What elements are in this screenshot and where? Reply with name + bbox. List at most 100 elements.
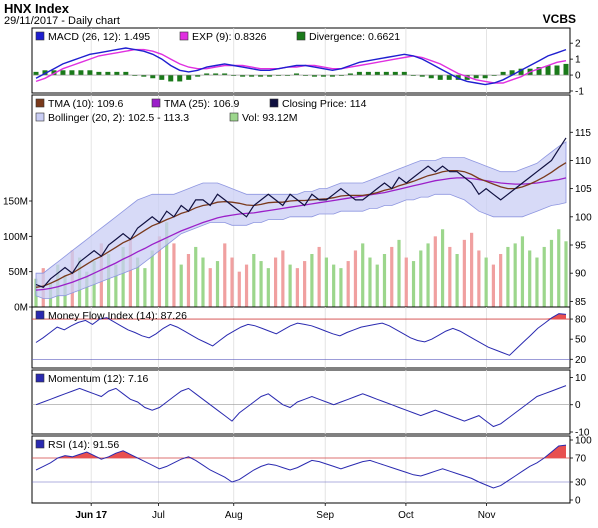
divergence-bar — [186, 75, 192, 80]
rsi-axis-tick-label: 70 — [575, 454, 587, 465]
divergence-bar — [60, 70, 66, 76]
divergence-bar — [150, 75, 156, 79]
divergence-bar — [204, 73, 210, 76]
price-axis-tick-label: 95 — [575, 241, 587, 252]
volume-bar — [375, 264, 379, 307]
volume-bar — [201, 257, 205, 307]
volume-bar — [440, 229, 445, 307]
volume-bar — [252, 254, 256, 307]
divergence-bar — [374, 71, 380, 76]
x-axis-label: Sep — [316, 510, 334, 521]
legend-divergence-label: Divergence: 0.6621 — [309, 31, 400, 43]
volume-bar — [433, 236, 437, 307]
divergence-bar — [258, 75, 264, 77]
divergence-bar — [500, 71, 506, 76]
volume-axis-label: 50M — [9, 267, 28, 278]
macd-axis-tick-label: 2 — [575, 39, 581, 50]
divergence-bar — [123, 71, 129, 76]
legend-mfi-label: Money Flow Index (14): 87.26 — [48, 310, 187, 322]
volume-bar — [339, 268, 343, 307]
volume-bar — [143, 268, 147, 307]
momentum-axis-tick-label: 10 — [575, 373, 587, 384]
legend-bollinger-swatch — [35, 112, 45, 122]
macd-axis-tick-label: 1 — [575, 55, 581, 66]
divergence-bar — [33, 71, 39, 76]
divergence-bar — [213, 73, 219, 76]
rsi-line — [35, 444, 567, 489]
divergence-bar — [249, 75, 255, 77]
volume-bar — [419, 250, 423, 307]
volume-bar — [382, 254, 387, 307]
volume-bar — [186, 254, 191, 307]
volume-bar — [477, 250, 481, 307]
macd-line — [35, 47, 567, 86]
mfi-axis-tick-label: 80 — [575, 315, 587, 326]
mfi-axis-tick-label: 50 — [575, 335, 587, 346]
divergence-bar — [105, 71, 111, 76]
price-axis-tick-label: 85 — [575, 297, 587, 308]
volume-bar — [223, 243, 227, 307]
x-axis-label: Jul — [152, 510, 165, 521]
volume-bar — [107, 254, 111, 307]
divergence-bar — [42, 70, 48, 76]
legend-rsi-swatch — [35, 439, 45, 449]
mfi-line — [35, 313, 567, 356]
divergence-bar — [446, 75, 452, 80]
volume-bar — [237, 271, 241, 307]
momentum-axis-tick-label: 0 — [575, 400, 581, 411]
volume-bar — [346, 261, 350, 307]
legend-macd-label: MACD (26, 12): 1.495 — [48, 31, 150, 43]
divergence-bar — [419, 75, 425, 77]
divergence-bar — [464, 75, 470, 80]
legend-macd-swatch — [35, 31, 45, 41]
divergence-bar — [329, 75, 335, 77]
volume-bar — [426, 243, 430, 307]
divergence-bar — [311, 75, 317, 77]
legend-momentum-swatch — [35, 373, 45, 383]
volume-bar — [136, 257, 140, 307]
momentum-axis-tick-label: -10 — [575, 428, 590, 439]
volume-bar — [484, 257, 488, 307]
divergence-bar — [563, 63, 569, 76]
volume-bar — [194, 246, 198, 307]
volume-bar — [128, 239, 132, 307]
divergence-bar — [509, 70, 515, 76]
volume-bar — [462, 239, 466, 307]
volume-bar — [172, 243, 176, 307]
divergence-bar — [231, 75, 237, 76]
legend-momentum-label: Momentum (12): 7.16 — [48, 373, 149, 385]
momentum-panel — [31, 369, 571, 435]
volume-bar — [368, 257, 372, 307]
volume-bar — [215, 261, 220, 307]
rsi-axis-tick-label: 100 — [575, 436, 592, 447]
divergence-bar — [482, 75, 488, 79]
volume-bar — [121, 246, 125, 307]
volume-bar — [165, 222, 169, 307]
legend-divergence-swatch — [296, 31, 306, 41]
volume-axis-label: 150M — [3, 197, 28, 208]
volume-bar — [506, 246, 510, 307]
volume-bar — [259, 261, 263, 307]
legend-mfi-swatch — [35, 310, 45, 320]
volume-axis-label: 100M — [3, 232, 28, 243]
divergence-bar — [285, 75, 291, 76]
volume-bar — [455, 254, 459, 307]
legend-exp-swatch — [179, 31, 189, 41]
legend-close-label: Closing Price: 114 — [282, 98, 367, 110]
divergence-bar — [518, 68, 524, 76]
divergence-bar — [356, 71, 362, 76]
divergence-bar — [132, 75, 138, 76]
mfi-axis-tick-label: 20 — [575, 355, 587, 366]
volume-bar — [273, 257, 278, 307]
volume-bar — [85, 271, 89, 307]
volume-bar — [528, 250, 532, 307]
divergence-bar — [365, 71, 371, 76]
volume-bar — [332, 264, 336, 307]
volume-axis-label: 0M — [14, 303, 28, 314]
legend-bollinger-label: Bollinger (20, 2): 102.5 - 113.3 — [48, 112, 189, 124]
price-axis-tick-label: 90 — [575, 269, 587, 280]
legend-tma25-swatch — [151, 98, 161, 108]
divergence-bar — [294, 73, 300, 76]
volume-bar — [114, 264, 118, 307]
divergence-bar — [473, 75, 479, 79]
